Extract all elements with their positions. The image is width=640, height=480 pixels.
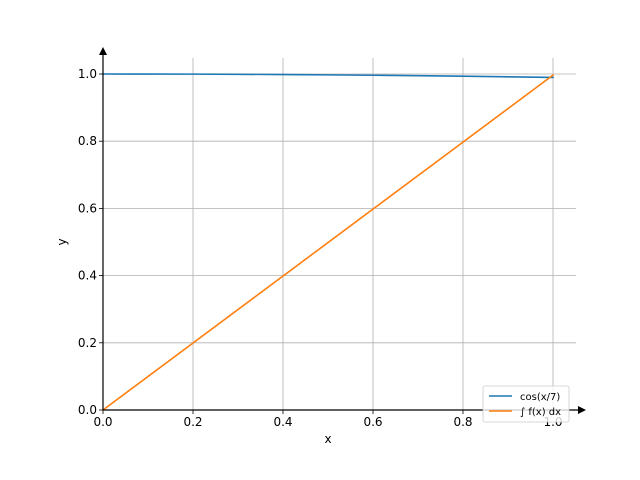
y-tick-label: 0.0: [78, 403, 97, 417]
y-axis-arrowhead: [99, 47, 107, 55]
legend: cos(x/7) ∫ f(x) dx: [482, 385, 570, 423]
x-axis-arrowhead: [578, 406, 586, 414]
legend-box: [482, 385, 570, 423]
series-line-0: [102, 73, 554, 79]
x-tick-label: 0.8: [453, 415, 472, 429]
y-tick-label: 0.4: [78, 269, 97, 283]
series-line-1: [101, 74, 555, 412]
grid: [103, 58, 576, 410]
y-tick-label: 1.0: [78, 67, 97, 81]
x-tick-label: 0.0: [93, 415, 112, 429]
y-axis-label: y: [55, 238, 69, 245]
x-tick-label: 0.6: [363, 415, 382, 429]
legend-label-integral: ∫ f(x) dx: [520, 407, 561, 418]
y-tick-label: 0.8: [78, 134, 97, 148]
y-tick-label: 0.2: [78, 336, 97, 350]
x-tick-label: 0.4: [273, 415, 292, 429]
legend-label-cos: cos(x/7): [520, 392, 560, 403]
series-lines: [101, 73, 555, 412]
y-tick-label: 0.6: [78, 201, 97, 215]
x-tick-label: 0.2: [183, 415, 202, 429]
x-axis-label: x: [324, 432, 331, 446]
